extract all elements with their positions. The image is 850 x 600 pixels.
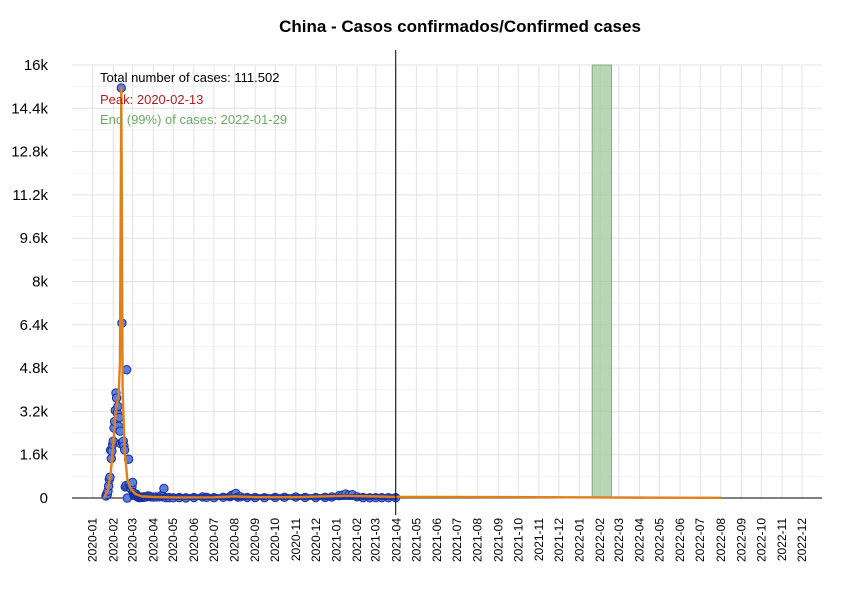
x-tick-label: 2021-02 — [350, 518, 364, 562]
x-tick-label: 2022-05 — [652, 518, 666, 562]
y-tick-label: 9.6k — [20, 230, 49, 247]
x-tick-label: 2021-01 — [329, 518, 343, 562]
y-tick-label: 14.4k — [11, 100, 48, 117]
fit-line — [102, 86, 721, 500]
x-tick-label: 2020-11 — [289, 518, 303, 561]
y-tick-label: 3.2k — [20, 403, 49, 420]
x-tick-label: 2022-08 — [714, 518, 728, 562]
annotation-total: Total number of cases: 111.502 — [100, 70, 279, 85]
x-tick-label: 2020-03 — [126, 518, 140, 562]
x-tick-label: 2020-07 — [207, 518, 221, 562]
x-tick-label: 2021-04 — [389, 518, 403, 562]
y-tick-label: 12.8k — [11, 144, 48, 161]
annotation-peak: Peak: 2020-02-13 — [100, 92, 203, 107]
chart-title: China - Casos confirmados/Confirmed case… — [279, 17, 641, 36]
x-tick-label: 2020-10 — [268, 518, 282, 562]
x-tick-label: 2020-01 — [86, 518, 100, 562]
y-axis: 0 1.6k 3.2k 4.8k 6.4k 8k 9.6k 11.2k 12.8k 14.4k 16… — [11, 57, 48, 507]
fit-line-group — [102, 86, 721, 500]
x-tick-label: 2020-04 — [146, 518, 160, 562]
y-tick-label: 4.8k — [20, 360, 49, 377]
x-tick-label: 2021-12 — [552, 518, 566, 562]
y-tick-label: 6.4k — [20, 317, 49, 334]
x-tick-label: 2021-09 — [491, 518, 505, 562]
annotations: Total number of cases: 111.502 Peak: 202… — [100, 70, 287, 127]
x-tick-label: 2021-11 — [532, 518, 546, 561]
x-tick-label: 2022-04 — [632, 518, 646, 562]
x-tick-label: 2022-09 — [734, 518, 748, 562]
x-tick-label: 2022-10 — [754, 518, 768, 562]
x-tick-label: 2020-09 — [248, 518, 262, 562]
x-tick-label: 2021-07 — [450, 518, 464, 562]
end-band-group — [591, 64, 613, 499]
grid — [72, 64, 822, 499]
x-tick-label: 2022-12 — [795, 518, 809, 562]
x-tick-label: 2022-01 — [573, 518, 587, 562]
x-tick-label: 2022-06 — [673, 518, 687, 562]
end-band — [591, 64, 613, 499]
data-point — [159, 483, 169, 494]
annotation-end: End (99%) of cases: 2022-01-29 — [100, 112, 287, 127]
x-tick-label: 2022-11 — [775, 518, 789, 561]
x-tick-label: 2022-07 — [693, 518, 707, 562]
x-tick-label: 2020-02 — [106, 518, 120, 562]
x-tick-label: 2021-03 — [369, 518, 383, 562]
x-tick-label: 2020-05 — [166, 518, 180, 562]
data-points — [101, 83, 401, 503]
x-tick-label: 2022-02 — [593, 518, 607, 562]
x-tick-label: 2020-08 — [228, 518, 242, 562]
y-tick-label: 1.6k — [20, 447, 49, 464]
x-tick-label: 2021-05 — [409, 518, 423, 562]
x-tick-label: 2021-06 — [430, 518, 444, 562]
y-tick-label: 16k — [24, 57, 49, 74]
x-axis: 2020-01 2020-02 2020-03 2020-04 2020-05 2020-… — [86, 518, 809, 562]
x-tick-label: 2021-10 — [511, 518, 525, 562]
x-tick-label: 2022-03 — [612, 518, 626, 562]
x-tick-label: 2020-12 — [309, 518, 323, 562]
y-tick-label: 8k — [32, 274, 48, 291]
x-tick-label: 2020-06 — [187, 518, 201, 562]
x-tick-label: 2021-08 — [471, 518, 485, 562]
y-tick-label: 11.2k — [12, 187, 48, 204]
y-tick-label: 0 — [40, 490, 48, 507]
